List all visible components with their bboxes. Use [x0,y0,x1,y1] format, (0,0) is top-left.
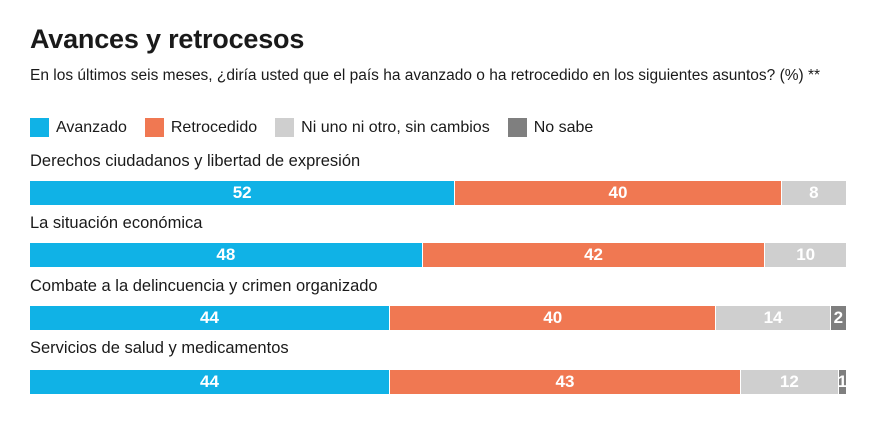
bar-segment: 12 [739,370,838,394]
data-label: 40 [543,308,563,327]
bar-segment: 10 [764,243,846,267]
data-label: 52 [232,183,252,202]
category-label: Servicios de salud y medicamentos [30,339,289,357]
bar-segment: 1 [837,370,846,394]
data-label: 44 [200,308,219,327]
chart-subtitle: En los últimos seis meses, ¿diría usted … [30,67,821,84]
chart-title: Avances y retrocesos [30,24,305,54]
bar-row: 52 40 8 [30,181,846,205]
data-label: 1 [839,372,846,392]
legend-item: Ni uno ni otro, sin cambios [275,118,490,137]
legend-label: No sabe [533,118,594,136]
data-label: 12 [779,372,799,391]
bar-segment: 52 [30,181,455,205]
legend-swatch [30,118,49,137]
bar-row: 44 40 14 2 [30,306,846,330]
bar-segment: 44 [30,306,390,330]
category-label: Combate a la delincuencia y crimen organ… [30,277,378,295]
data-label: 48 [216,245,236,264]
bar-segment: 43 [389,370,740,394]
data-label: 43 [555,372,575,391]
legend-item: Retrocedido [144,118,258,137]
legend-label: Avanzado [56,118,127,136]
data-label: 10 [796,245,816,264]
data-label: 8 [809,183,819,202]
bar-segment: 8 [780,181,846,205]
data-label: 44 [200,372,219,391]
legend-swatch [144,118,164,137]
category-label: Derechos ciudadanos y libertad de expres… [30,152,361,170]
data-label: 14 [763,308,783,327]
bar-segment: 14 [715,306,830,330]
bar-segment: 42 [421,243,765,267]
legend-label: Ni uno ni otro, sin cambios [301,118,490,136]
data-label: 40 [608,183,628,202]
bar-segment: 44 [30,370,390,394]
bar-segment: 40 [389,306,716,330]
category-label: La situación económica [30,214,203,232]
legend-item: No sabe [507,118,594,137]
legend-label: Retrocedido [170,118,258,136]
legend: Avanzado Retrocedido Ni uno ni otro, sin c… [30,118,611,137]
data-label: 42 [584,245,603,264]
legend-swatch [507,118,527,137]
bar-row: 44 43 12 1 [30,370,846,394]
bar-segment: 40 [454,181,781,205]
bar-row: 48 42 10 [30,243,846,267]
data-label: 2 [833,308,844,327]
legend-swatch [275,118,295,137]
bar-segment: 2 [829,306,846,330]
legend-item: Avanzado [30,118,127,137]
bar-segment: 48 [30,243,422,267]
